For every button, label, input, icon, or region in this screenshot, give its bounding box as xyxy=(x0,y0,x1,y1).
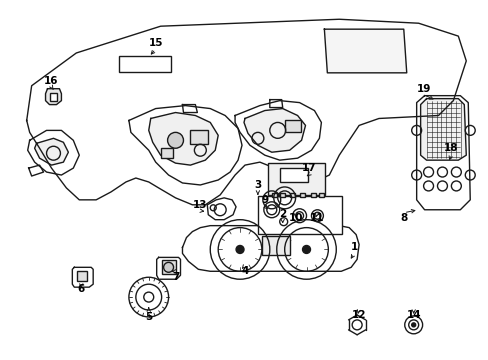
Bar xyxy=(271,193,276,197)
Text: 1: 1 xyxy=(350,243,357,252)
Bar xyxy=(279,168,307,182)
Text: 12: 12 xyxy=(351,310,366,320)
Text: 19: 19 xyxy=(416,84,430,94)
Bar xyxy=(279,193,284,197)
Text: 8: 8 xyxy=(399,213,407,223)
Polygon shape xyxy=(182,105,197,113)
Bar xyxy=(319,193,324,197)
Polygon shape xyxy=(45,89,61,105)
Text: 9: 9 xyxy=(261,195,268,205)
Text: 17: 17 xyxy=(302,163,316,173)
Circle shape xyxy=(167,132,183,148)
Bar xyxy=(311,193,316,197)
Polygon shape xyxy=(207,198,236,220)
Bar xyxy=(257,196,342,234)
Bar xyxy=(161,148,172,158)
Text: 2: 2 xyxy=(279,209,286,219)
Bar xyxy=(289,193,294,197)
Bar xyxy=(77,271,87,281)
Text: 3: 3 xyxy=(254,180,261,190)
Circle shape xyxy=(302,246,310,253)
Text: 15: 15 xyxy=(148,38,163,48)
Polygon shape xyxy=(28,130,79,175)
Polygon shape xyxy=(148,113,218,165)
Polygon shape xyxy=(29,165,43,176)
Bar xyxy=(262,235,289,255)
Bar xyxy=(284,121,300,132)
Polygon shape xyxy=(156,257,180,279)
Bar xyxy=(190,130,208,144)
Polygon shape xyxy=(35,138,68,165)
Circle shape xyxy=(236,246,244,253)
Text: 7: 7 xyxy=(171,272,179,282)
Text: 5: 5 xyxy=(145,312,152,322)
Polygon shape xyxy=(235,100,321,160)
Polygon shape xyxy=(27,19,466,205)
Text: 6: 6 xyxy=(78,284,85,294)
Text: 4: 4 xyxy=(241,266,248,276)
Polygon shape xyxy=(269,100,282,108)
Polygon shape xyxy=(129,105,242,185)
Circle shape xyxy=(163,262,173,272)
Bar xyxy=(267,163,325,195)
Text: 10: 10 xyxy=(288,213,302,223)
Circle shape xyxy=(411,323,415,327)
Polygon shape xyxy=(244,109,305,152)
Polygon shape xyxy=(72,267,93,287)
Bar xyxy=(49,93,57,100)
Polygon shape xyxy=(324,29,406,73)
Text: 16: 16 xyxy=(44,76,59,86)
Text: 14: 14 xyxy=(406,310,420,320)
Text: 13: 13 xyxy=(193,200,207,210)
Polygon shape xyxy=(416,96,469,210)
Polygon shape xyxy=(420,99,466,160)
Polygon shape xyxy=(182,226,358,271)
Text: 11: 11 xyxy=(309,213,324,223)
Bar xyxy=(162,260,175,274)
Bar xyxy=(119,56,170,72)
Bar xyxy=(299,193,304,197)
Text: 18: 18 xyxy=(443,143,458,153)
